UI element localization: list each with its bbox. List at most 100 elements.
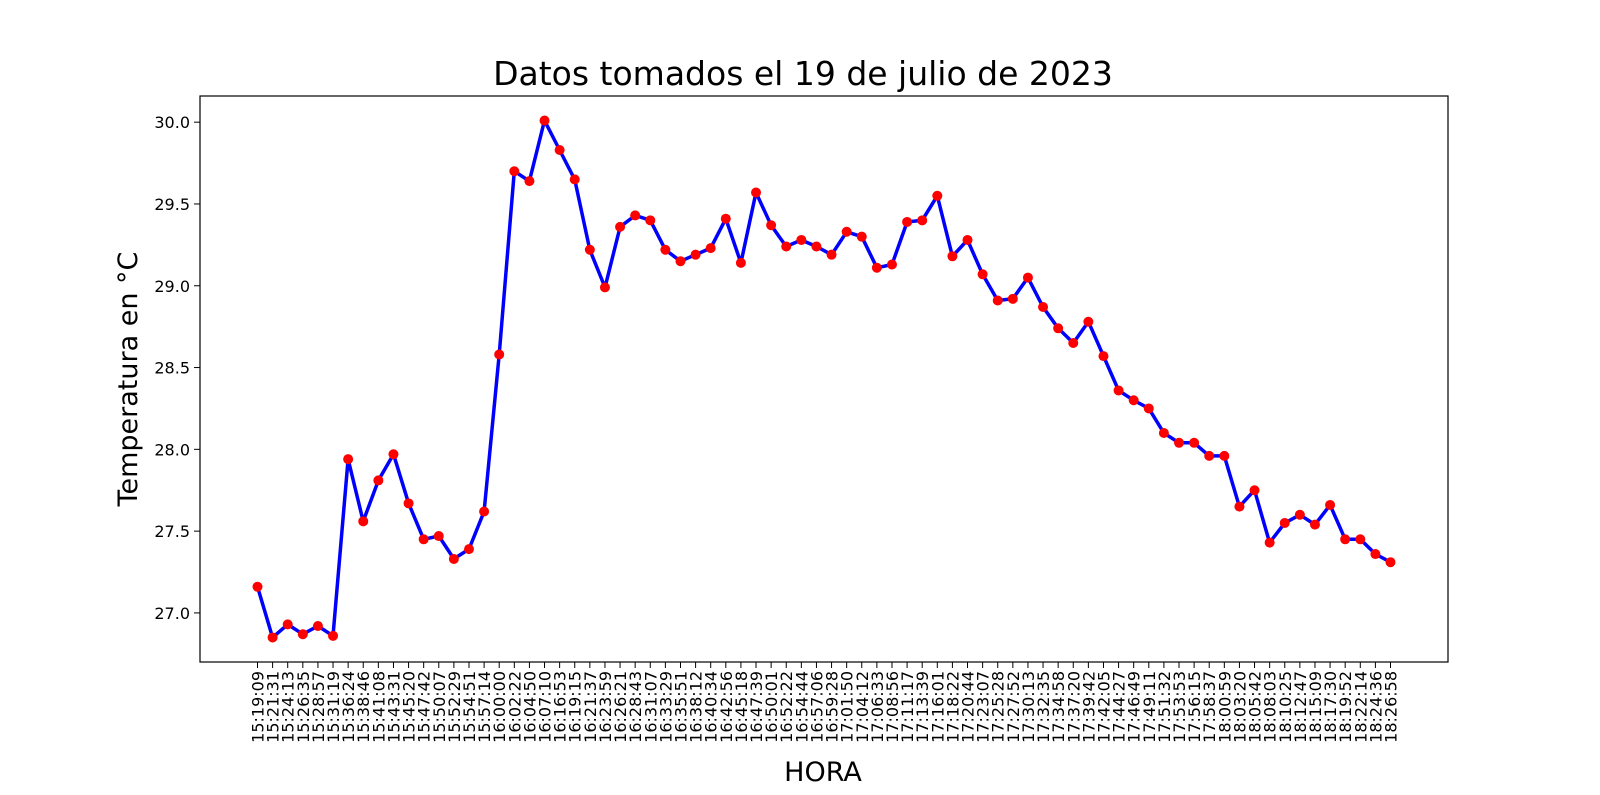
data-point [1022, 272, 1033, 283]
data-point [297, 629, 308, 640]
y-tick-label: 30.0 [154, 113, 190, 132]
x-tick-label: 17:34:58 [1049, 671, 1068, 743]
data-point [1279, 517, 1290, 528]
data-point [781, 241, 792, 252]
x-tick-label: 18:05:42 [1246, 671, 1265, 743]
x-tick-label: 15:57:14 [475, 671, 494, 743]
data-point [1068, 338, 1079, 349]
data-point [902, 216, 913, 227]
x-tick-label: 17:18:22 [943, 671, 962, 743]
data-point [388, 449, 399, 460]
data-point [1219, 450, 1230, 461]
data-point [539, 115, 550, 126]
data-point [751, 187, 762, 198]
x-tick-label: 15:19:09 [249, 671, 268, 743]
x-tick-label: 16:04:50 [520, 671, 539, 743]
data-point [932, 190, 943, 201]
data-point [448, 553, 459, 564]
data-point [826, 249, 837, 260]
y-tick-label: 29.5 [154, 195, 190, 214]
x-tick-label: 15:31:19 [324, 671, 343, 743]
data-point [524, 176, 535, 187]
data-point [811, 241, 822, 252]
y-axis: 27.0 27.5 28.0 28.5 29.0 29.5 30.0 [154, 113, 200, 623]
x-tick-label: 16:50:01 [762, 671, 781, 743]
data-point [841, 226, 852, 237]
data-point [1053, 323, 1064, 334]
x-tick-label: 16:33:29 [656, 671, 675, 743]
data-point [1294, 509, 1305, 520]
data-point [312, 621, 323, 632]
data-point [886, 259, 897, 270]
x-tick-label: 15:21:31 [264, 671, 283, 743]
y-tick-label: 27.0 [154, 604, 190, 623]
y-tick-label: 28.0 [154, 440, 190, 459]
x-tick-label: 18:12:47 [1291, 671, 1310, 743]
data-point [675, 256, 686, 267]
x-tick-label: 15:41:08 [369, 671, 388, 743]
data-point [1189, 437, 1200, 448]
data-point [1370, 549, 1381, 560]
x-tick-label: 17:44:27 [1110, 671, 1129, 743]
x-tick-label: 17:16:01 [928, 671, 947, 743]
data-point [1325, 499, 1336, 510]
x-tick-label: 15:47:42 [415, 671, 434, 743]
data-point [856, 231, 867, 242]
x-tick-label: 17:13:39 [913, 671, 932, 743]
x-tick-label: 17:01:50 [838, 671, 857, 743]
x-tick-label: 17:39:42 [1079, 671, 1098, 743]
data-point [1309, 519, 1320, 530]
x-tick-label: 16:35:51 [671, 671, 690, 743]
data-point [479, 506, 490, 517]
chart-title: Datos tomados el 19 de julio de 2023 [493, 54, 1113, 93]
x-tick-label: 17:23:07 [974, 671, 993, 743]
data-point [660, 244, 671, 255]
data-markers [252, 115, 1396, 643]
y-tick-label: 27.5 [154, 522, 190, 541]
data-point [1083, 316, 1094, 327]
x-tick-label: 16:59:28 [823, 671, 842, 743]
x-tick-label: 15:52:29 [445, 671, 464, 743]
x-tick-label: 16:47:39 [747, 671, 766, 743]
x-axis: 15:19:0915:21:3115:24:1315:26:3515:28:57… [249, 662, 1401, 743]
x-tick-label: 16:07:10 [536, 671, 555, 743]
x-tick-label: 17:27:52 [1004, 671, 1023, 743]
data-point [1385, 557, 1396, 568]
data-point [977, 269, 988, 280]
x-tick-label: 16:42:56 [717, 671, 736, 743]
x-tick-label: 18:00:59 [1215, 671, 1234, 743]
data-point [1143, 403, 1154, 414]
data-point [267, 632, 278, 643]
data-point [1355, 534, 1366, 545]
x-tick-label: 17:06:33 [868, 671, 887, 743]
data-point [1204, 450, 1215, 461]
data-point [358, 516, 369, 527]
plot-area [199, 95, 1449, 663]
data-point [766, 220, 777, 231]
x-tick-label: 18:22:14 [1351, 671, 1370, 743]
data-point [615, 221, 626, 232]
x-axis-label: HORA [784, 757, 862, 788]
x-tick-label: 16:21:37 [581, 671, 600, 743]
x-tick-label: 17:08:56 [883, 671, 902, 743]
x-tick-label: 17:58:37 [1200, 671, 1219, 743]
x-tick-label: 17:32:35 [1034, 671, 1053, 743]
x-tick-label: 16:02:22 [505, 671, 524, 743]
data-point [433, 531, 444, 542]
data-point [962, 234, 973, 245]
data-point [917, 215, 928, 226]
x-tick-label: 18:17:30 [1321, 671, 1340, 743]
x-tick-label: 16:26:21 [611, 671, 630, 743]
x-tick-label: 15:24:13 [279, 671, 298, 743]
data-point [494, 349, 505, 360]
y-axis-label: Temperatura en °C [113, 252, 144, 508]
x-tick-label: 15:43:31 [384, 671, 403, 743]
x-tick-label: 17:04:12 [853, 671, 872, 743]
data-point [1113, 385, 1124, 396]
x-tick-label: 18:03:20 [1230, 671, 1249, 743]
x-tick-label: 17:37:20 [1064, 671, 1083, 743]
y-tick-label: 29.0 [154, 277, 190, 296]
x-tick-label: 18:19:52 [1336, 671, 1355, 743]
x-tick-label: 17:11:17 [898, 671, 917, 743]
data-point [1098, 351, 1109, 362]
